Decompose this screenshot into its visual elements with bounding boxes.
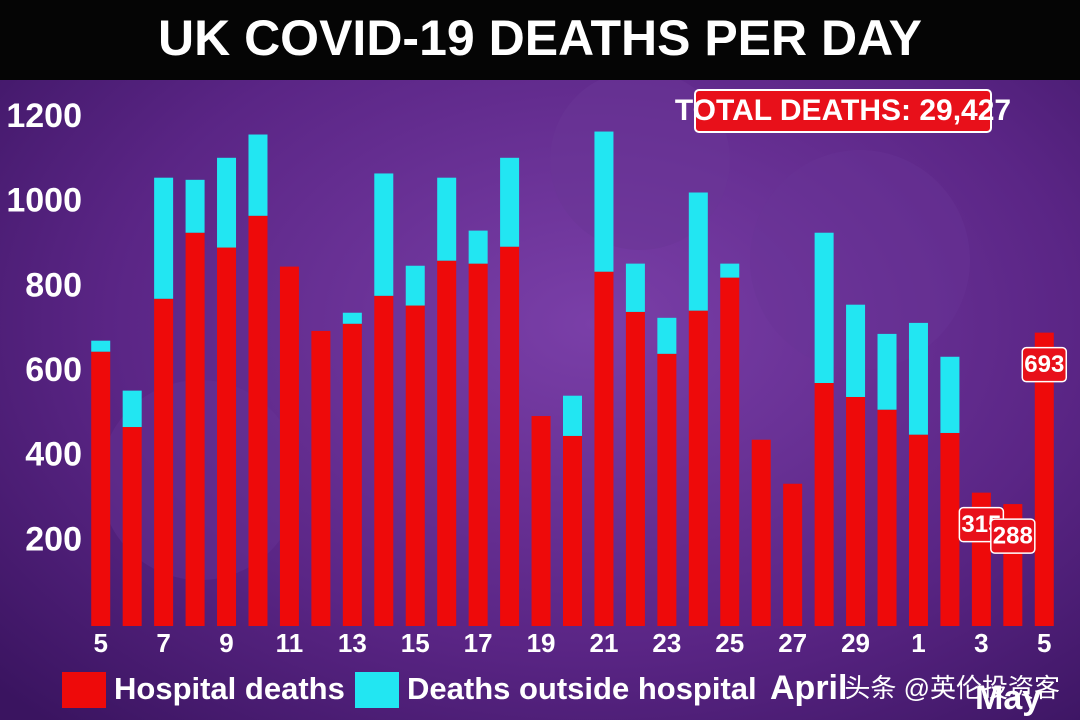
bar-segment [594, 131, 614, 272]
data-label-box [990, 518, 1036, 554]
y-tick-label: 1200 [6, 97, 82, 135]
bar-segment [625, 263, 645, 312]
legend-label: Hospital deaths [114, 671, 345, 706]
x-tick-label: 1 [911, 628, 925, 658]
annotation-box [694, 89, 992, 133]
bar-segment [846, 396, 866, 626]
x-tick-label: 7 [156, 628, 170, 658]
bar-segment [311, 330, 331, 626]
bar-segment [1034, 332, 1054, 626]
bar-segment [688, 192, 708, 311]
x-tick-label: 27 [778, 628, 807, 658]
data-label: 693 [1024, 351, 1064, 378]
bar-segment [814, 383, 834, 626]
x-tick-label: 5 [1037, 628, 1051, 658]
bar-segment [185, 179, 205, 233]
bar-segment [688, 310, 708, 626]
bar-segment [940, 432, 960, 626]
bar-segment [342, 312, 362, 324]
legend-swatch [355, 672, 399, 708]
bar-segment [720, 263, 740, 278]
bar-segment [908, 322, 928, 435]
annotation: TOTAL DEATHS: 29,427 [675, 94, 1011, 127]
legend-label: Deaths outside hospital [407, 671, 757, 706]
watermark: 头条 @英伦投资客 [844, 673, 1060, 703]
bar-segment [500, 157, 520, 247]
x-tick-label: 5 [93, 628, 107, 658]
y-tick-label: 600 [25, 351, 82, 389]
bar-segment [783, 483, 803, 626]
x-tick-label: 15 [401, 628, 430, 658]
bar-segment [248, 215, 268, 627]
bar-segment [468, 263, 488, 626]
y-tick-label: 400 [25, 436, 82, 474]
y-tick-label: 800 [25, 266, 82, 304]
bar-segment [122, 390, 142, 428]
x-tick-label: 11 [276, 628, 304, 658]
bar-segment [374, 173, 394, 296]
bar-segment [468, 230, 488, 264]
bar-segment [531, 416, 551, 626]
x-tick-label: 29 [841, 628, 870, 658]
month-label: May [975, 679, 1041, 717]
bar-segment [437, 260, 457, 626]
bar-segment [594, 271, 614, 626]
x-tick-label: 9 [219, 628, 233, 658]
bar-segment [720, 277, 740, 626]
x-tick-label: 19 [527, 628, 556, 658]
bar-segment [185, 232, 205, 626]
bar-segment [877, 409, 897, 626]
bar-segment [500, 246, 520, 626]
y-tick-label: 200 [25, 520, 82, 558]
data-label: 288 [993, 522, 1033, 549]
bar-segment [814, 232, 834, 384]
x-tick-label: 13 [338, 628, 367, 658]
y-tick-label: 1000 [6, 182, 82, 220]
bar-segment [154, 298, 174, 626]
bar-segment [846, 304, 866, 397]
x-tick-label: 17 [464, 628, 493, 658]
bar-segment [217, 247, 237, 627]
bar-segment [657, 317, 677, 354]
bar-segment [217, 157, 237, 248]
bar-segment [122, 427, 142, 626]
bar-segment [279, 266, 299, 626]
bar-segment [405, 265, 425, 306]
bar-segment [751, 439, 771, 626]
bar-segment [437, 177, 457, 261]
virus-decoration [750, 150, 970, 370]
bar-segment [625, 311, 645, 626]
chart-title: UK COVID-19 DEATHS PER DAY [158, 10, 922, 66]
bar-segment [908, 434, 928, 626]
bar-segment [563, 435, 582, 626]
title-bar [0, 0, 1080, 80]
bar-segment [405, 305, 425, 626]
bar-segment [657, 353, 677, 626]
bar-segment [342, 323, 362, 626]
bar-segment [940, 356, 960, 433]
x-tick-label: 3 [974, 628, 988, 658]
bar-segment [248, 134, 268, 216]
x-tick-label: 25 [715, 628, 744, 658]
x-tick-label: 23 [652, 628, 681, 658]
x-tick-label: 21 [589, 628, 618, 658]
legend-swatch [62, 672, 106, 708]
bar-segment [877, 333, 897, 410]
month-label: April [770, 669, 847, 707]
bar-segment [154, 177, 174, 299]
bar-segment [91, 351, 111, 626]
bar-segment [374, 295, 394, 626]
data-label-box [1021, 346, 1068, 383]
bar-segment [91, 340, 111, 352]
bar-segment [563, 395, 582, 436]
